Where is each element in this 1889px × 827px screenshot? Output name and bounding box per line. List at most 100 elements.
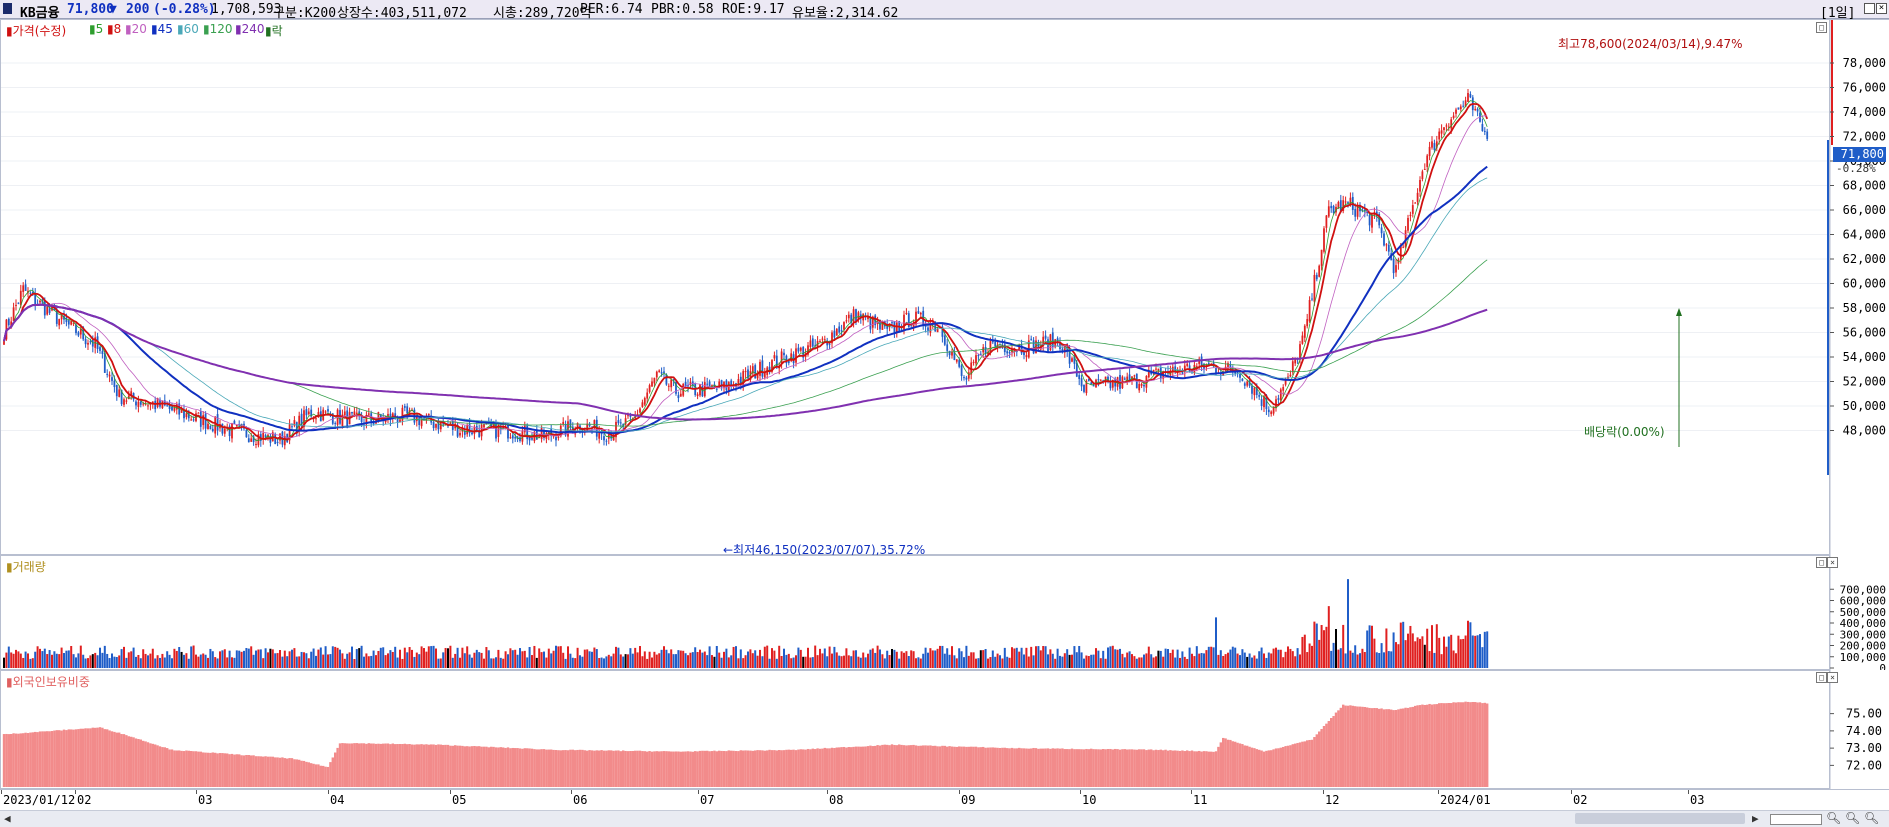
price-y-axis[interactable]: 78,00076,00074,00072,00070,00068,00066,0… [1829,19,1889,556]
foreign-bar [163,747,166,787]
volume-bar [1200,652,1203,668]
candle-body [1090,382,1093,384]
candle-body [1440,130,1443,134]
foreign-bar [374,743,378,787]
volume-bar [759,649,761,668]
foreign-bar [108,730,111,787]
foreign-bar [545,749,548,787]
candle-body [391,413,394,419]
candle-body [1205,364,1208,367]
candle-body [547,430,550,435]
foreign-bar [1282,746,1285,787]
price-panel-max-icon[interactable]: □ [1816,22,1827,33]
zoom-in-icon[interactable]: 🔍︎ [1845,811,1861,825]
candle-body [1363,209,1366,212]
volume-bar [677,650,680,668]
volume-bar [1263,653,1265,668]
volume-panel[interactable]: ▮거래량 [0,555,1830,670]
scroll-left-icon[interactable]: ◀ [4,812,11,825]
volume-bar [744,655,747,668]
candle-body [984,347,987,354]
foreign-bar [610,750,613,787]
zoom-reset-icon[interactable]: 🔍︎ [1864,811,1880,825]
foreign-bar [458,745,462,787]
foreign-bar [895,745,898,787]
volume-bar [756,655,759,668]
foreign-bar [420,744,423,787]
period-selector[interactable]: [1일] [1820,6,1856,21]
stock-name[interactable]: KB금융 [20,6,60,21]
volume-bar [739,649,742,668]
window-max-icon[interactable] [1864,3,1875,14]
volume-bar [1183,656,1186,668]
volume-panel-close-icon[interactable]: × [1827,557,1838,568]
price-panel[interactable]: ▮가격(수정) ▮5 ▮8 ▮20 ▮45 ▮60 ▮120 ▮240 ▮락 최… [0,19,1830,557]
zoom-out-icon[interactable]: 🔍︎ [1826,811,1842,825]
candle-body [492,422,495,427]
scroll-thumb[interactable] [1575,813,1745,824]
price-tick-label: 74,000 [1843,105,1886,119]
foreign-bar [319,765,322,787]
volume-chart[interactable] [1,556,1829,669]
candle-body [257,434,260,446]
candle-body [1246,381,1249,386]
foreign-bar [1063,749,1066,787]
foreign-bar [1351,705,1354,787]
foreign-ownership-chart[interactable] [1,671,1829,788]
foreign-bar [797,749,800,787]
foreign-panel-close-icon[interactable]: × [1827,672,1838,683]
foreign-bar [173,750,176,787]
zoom-slider[interactable] [1770,814,1822,825]
scroll-right-icon[interactable]: ▶ [1752,812,1759,825]
foreign-bar [641,751,644,787]
foreign-ownership-panel[interactable]: ▮외국인보유비중 [0,670,1830,789]
volume-bar [516,654,519,668]
candle-body [646,392,649,399]
volume-bar [72,654,75,668]
volume-bar [1275,647,1277,668]
foreign-bar [658,751,661,787]
foreign-bar [1066,749,1069,787]
foreign-bar [566,750,570,787]
candle-body [276,441,279,443]
foreign-bar [360,743,363,787]
foreign-bar [242,755,246,787]
volume-bar [1222,655,1225,668]
volume-bar [571,657,574,668]
candle-body [1171,366,1174,373]
volume-bar [1102,650,1105,668]
candle-body [1318,265,1321,277]
foreign-bar [1423,704,1426,787]
window-close-icon[interactable]: × [1876,3,1887,14]
foreign-bar [274,757,277,787]
volume-bar [480,652,483,668]
volume-bar [456,647,459,668]
foreign-bar [490,746,493,787]
chart-scrollbar[interactable]: ◀ ▶ 🔍︎ 🔍︎ 🔍︎ [0,810,1889,827]
menu-icon[interactable] [3,3,12,14]
foreign-bar [1478,702,1482,787]
foreign-panel-max-icon[interactable]: □ [1816,672,1827,683]
volume-bar [634,647,637,668]
volume-bar [1147,646,1150,668]
volume-bar [132,647,135,668]
volume-bar [1035,646,1037,668]
volume-bar [1308,643,1311,668]
foreign-bar [1174,750,1177,787]
candle-body [1476,108,1479,112]
candle-body [1157,368,1160,371]
volume-bar [322,654,325,668]
price-chart[interactable] [1,20,1829,554]
foreign-bar [998,747,1002,787]
foreign-bar [329,762,332,787]
foreign-bar [802,749,805,787]
foreign-bar [367,743,370,787]
foreign-bar [137,739,140,787]
foreign-bar [7,734,10,787]
foreign-bar [653,751,656,787]
candle-body [379,414,382,418]
volume-panel-max-icon[interactable]: □ [1816,557,1827,568]
candle-body [660,372,663,374]
candle-body [1229,364,1232,368]
candle-body [1450,119,1453,129]
